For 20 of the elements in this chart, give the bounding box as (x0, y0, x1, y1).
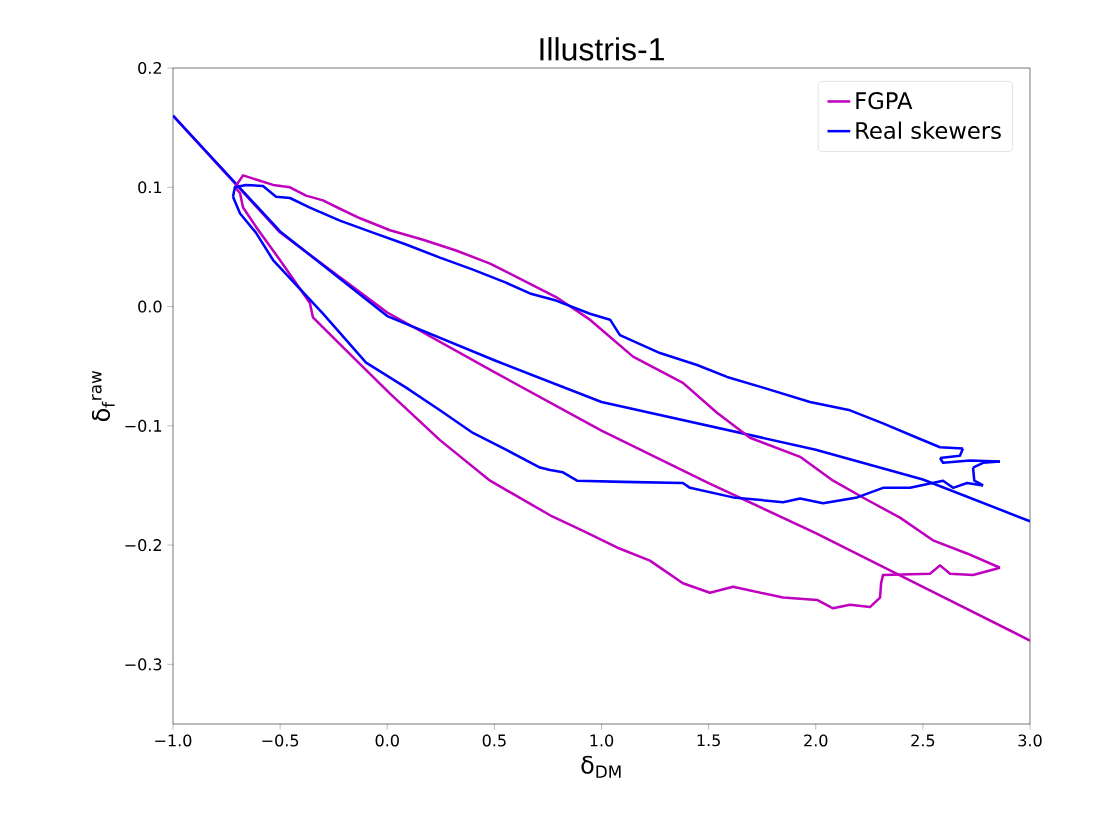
x-tick-label: 1.5 (697, 734, 720, 747)
x-tick-label: 2.5 (911, 734, 935, 747)
x-tick-label: 1.0 (590, 734, 614, 747)
x-tick-label: −0.5 (262, 734, 299, 747)
chart-title: Illustris-1 (540, 37, 664, 61)
y-axis-title: δ$_{f}$raw (91, 370, 115, 422)
legend-label: Real skewers (856, 121, 1001, 140)
y-tick-label: −0.1 (125, 419, 162, 432)
y-tick-label: −0.3 (125, 658, 162, 671)
x-tick-label: −1.0 (155, 734, 192, 747)
x-tick-label: 0.0 (375, 734, 399, 747)
x-tick-label: 3.0 (1018, 734, 1042, 747)
y-tick-label: 0.2 (138, 61, 161, 75)
y-tick-label: −0.2 (125, 539, 161, 552)
y-tick-label: 0.0 (138, 300, 162, 313)
y-tick-label: 0.1 (138, 181, 162, 194)
x-tick-label: 0.5 (482, 734, 506, 747)
legend-label: FGPA (856, 92, 913, 110)
x-tick-label: 2.0 (804, 734, 828, 747)
x-axis-title: δ$_{DM}$ (581, 755, 621, 778)
